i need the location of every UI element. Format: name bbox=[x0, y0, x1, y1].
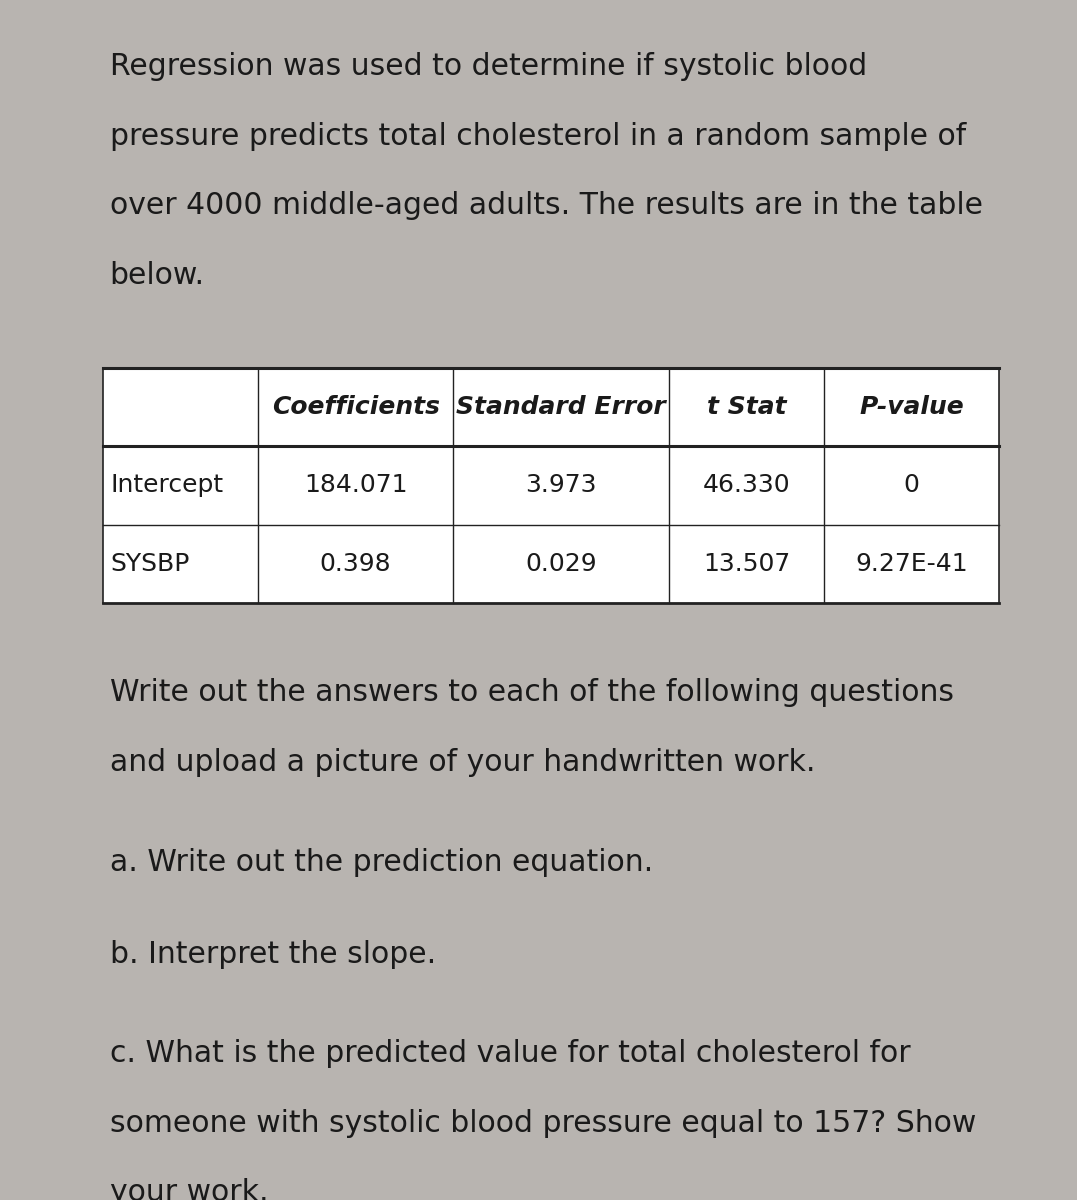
Text: Coefficients: Coefficients bbox=[271, 395, 439, 419]
Text: below.: below. bbox=[110, 260, 205, 289]
Text: 9.27E-41: 9.27E-41 bbox=[855, 552, 968, 576]
Text: a. Write out the prediction equation.: a. Write out the prediction equation. bbox=[110, 848, 653, 877]
Text: your work.: your work. bbox=[110, 1178, 268, 1200]
Text: b. Interpret the slope.: b. Interpret the slope. bbox=[110, 940, 436, 970]
Text: 0.029: 0.029 bbox=[526, 552, 597, 576]
Text: c. What is the predicted value for total cholesterol for: c. What is the predicted value for total… bbox=[110, 1039, 910, 1068]
Text: and upload a picture of your handwritten work.: and upload a picture of your handwritten… bbox=[110, 748, 815, 776]
Text: 184.071: 184.071 bbox=[304, 474, 407, 498]
Text: Regression was used to determine if systolic blood: Regression was used to determine if syst… bbox=[110, 52, 867, 80]
Bar bbox=[102, 367, 999, 604]
Text: 3.973: 3.973 bbox=[526, 474, 597, 498]
Text: Write out the answers to each of the following questions: Write out the answers to each of the fol… bbox=[110, 678, 953, 707]
Text: SYSBP: SYSBP bbox=[111, 552, 190, 576]
Text: Intercept: Intercept bbox=[111, 474, 224, 498]
Text: 0.398: 0.398 bbox=[320, 552, 391, 576]
Text: pressure predicts total cholesterol in a random sample of: pressure predicts total cholesterol in a… bbox=[110, 121, 966, 150]
Text: 13.507: 13.507 bbox=[703, 552, 791, 576]
Text: 0: 0 bbox=[904, 474, 920, 498]
Text: over 4000 middle-aged adults. The results are in the table: over 4000 middle-aged adults. The result… bbox=[110, 191, 982, 220]
Text: 46.330: 46.330 bbox=[702, 474, 791, 498]
Text: t Stat: t Stat bbox=[707, 395, 786, 419]
Text: Standard Error: Standard Error bbox=[457, 395, 666, 419]
Text: someone with systolic blood pressure equal to 157? Show: someone with systolic blood pressure equ… bbox=[110, 1109, 976, 1138]
Text: P-value: P-value bbox=[859, 395, 964, 419]
